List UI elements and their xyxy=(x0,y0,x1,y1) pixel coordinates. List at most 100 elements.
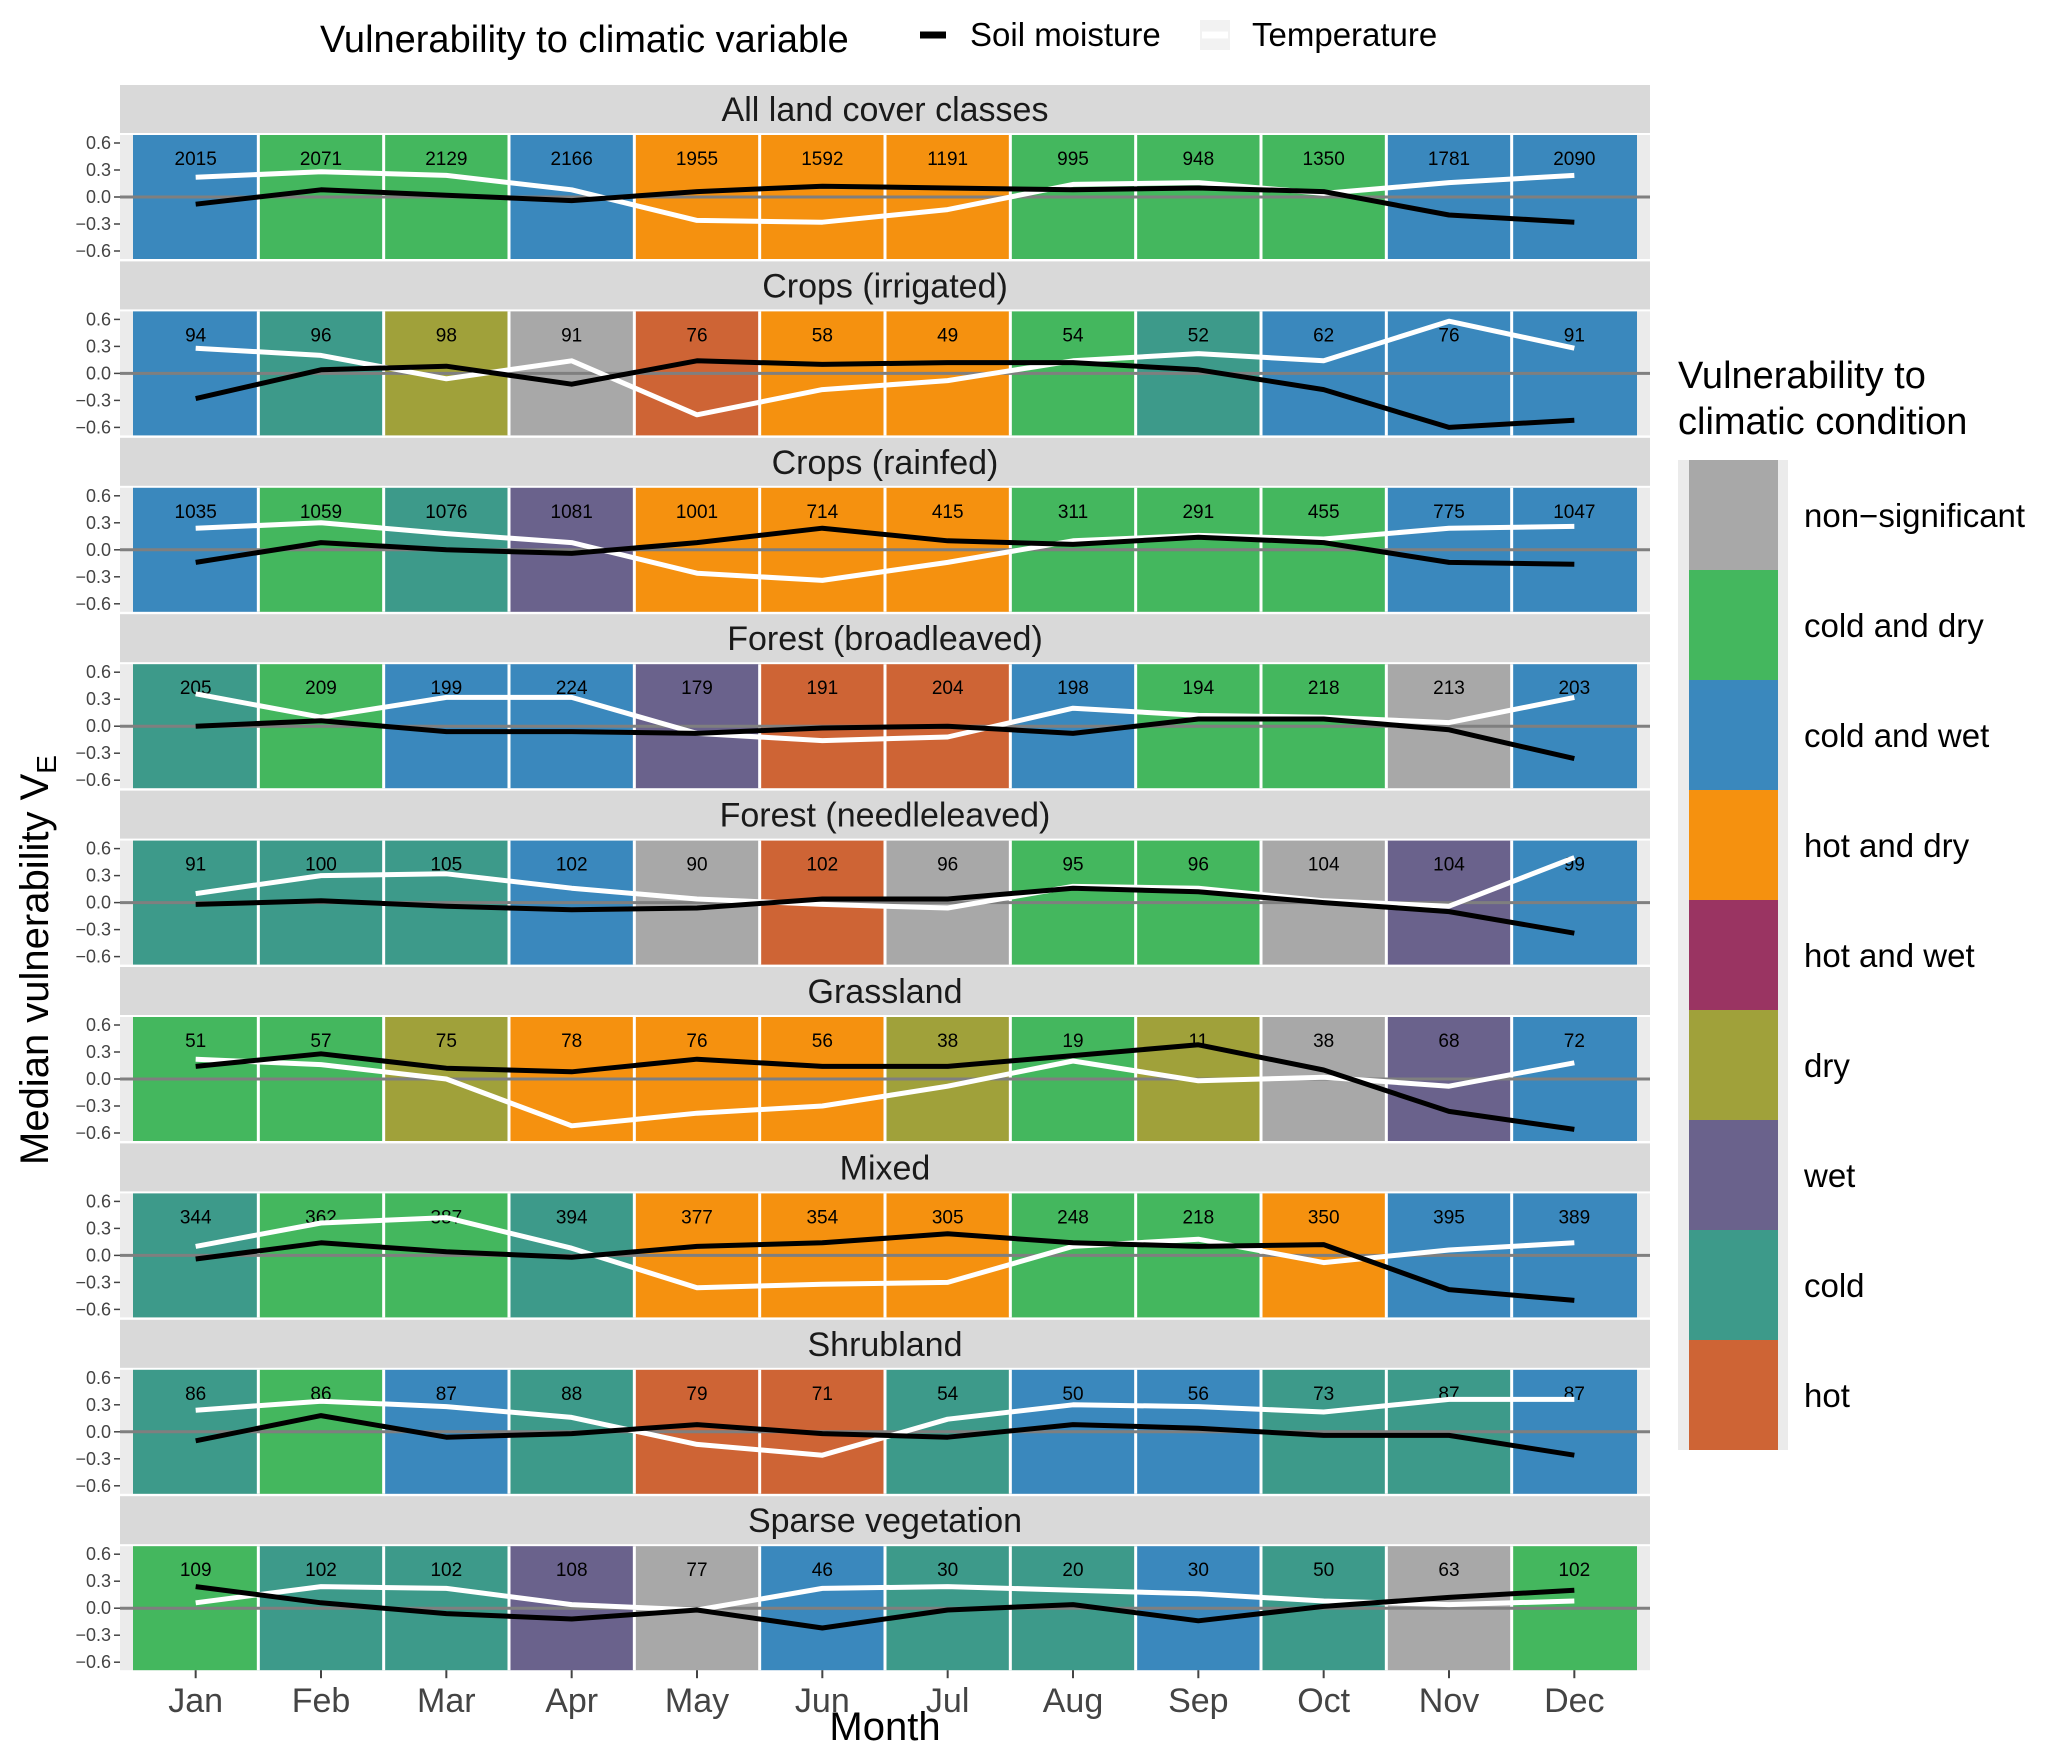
facet-title: Mixed xyxy=(840,1149,931,1187)
count-label: 948 xyxy=(1182,149,1214,170)
count-label: 57 xyxy=(310,1031,331,1052)
soil-moisture-line xyxy=(195,525,1575,567)
count-label: 198 xyxy=(1057,678,1089,699)
count-label: 91 xyxy=(1564,325,1585,346)
y-tick-label: −0.6 xyxy=(75,1652,111,1672)
y-tick-label: 0.6 xyxy=(86,1015,111,1035)
facet-title: Forest (needleleaved) xyxy=(720,797,1051,835)
x-tick-label: Jun xyxy=(795,1682,850,1720)
soil-moisture-line xyxy=(195,885,1575,936)
count-label: 102 xyxy=(430,1560,462,1581)
facet-title: Grassland xyxy=(808,973,963,1011)
facet-strip xyxy=(120,85,1650,133)
count-label: 1076 xyxy=(425,502,467,523)
count-label: 96 xyxy=(937,855,958,876)
legend-item-label: non−significant xyxy=(1804,497,2025,534)
count-label: 63 xyxy=(1438,1560,1459,1581)
x-tick-label: May xyxy=(665,1682,729,1720)
count-label: 2129 xyxy=(425,149,467,170)
count-label: 91 xyxy=(185,855,206,876)
count-label: 194 xyxy=(1182,678,1214,699)
legend-item-label: dry xyxy=(1804,1047,1850,1084)
count-label: 50 xyxy=(1062,1384,1083,1405)
legend-item-label: hot xyxy=(1804,1377,1850,1414)
count-label: 213 xyxy=(1433,678,1465,699)
count-label: 78 xyxy=(561,1031,582,1052)
count-label: 179 xyxy=(681,678,713,699)
count-label: 1035 xyxy=(175,502,217,523)
count-label: 415 xyxy=(932,502,964,523)
facet-panel: Sparse vegetation 0.6 0.3 0.0 −0.3 −0.6 109 102… xyxy=(75,1496,1650,1672)
count-label: 1047 xyxy=(1553,502,1595,523)
y-tick-label: 0.6 xyxy=(86,839,111,859)
legend-swatch xyxy=(1689,1230,1778,1340)
count-label: 77 xyxy=(686,1560,707,1581)
x-tick-label: Apr xyxy=(545,1682,598,1720)
y-tick-label: −0.6 xyxy=(75,241,111,261)
count-label: 209 xyxy=(305,678,337,699)
count-label: 68 xyxy=(1438,1031,1459,1052)
y-tick-label: 0.0 xyxy=(86,716,111,736)
count-label: 218 xyxy=(1182,1207,1214,1228)
y-tick-label: −0.3 xyxy=(75,1272,111,1292)
y-tick-label: −0.6 xyxy=(75,594,111,614)
count-label: 73 xyxy=(1313,1384,1334,1405)
count-label: 105 xyxy=(430,855,462,876)
count-label: 95 xyxy=(1062,855,1083,876)
y-tick-label: 0.0 xyxy=(86,1245,111,1265)
count-label: 714 xyxy=(806,502,838,523)
count-label: 389 xyxy=(1558,1207,1590,1228)
legend-item-label: wet xyxy=(1803,1157,1855,1194)
count-label: 86 xyxy=(185,1384,206,1405)
count-label: 100 xyxy=(305,855,337,876)
x-tick-label: Nov xyxy=(1419,1682,1479,1720)
legend-item-label: hot and dry xyxy=(1804,827,1970,864)
temperature-line xyxy=(195,1584,1575,1613)
count-label: 775 xyxy=(1433,502,1465,523)
y-tick-label: 0.0 xyxy=(86,540,111,560)
legend-swatch xyxy=(1689,1120,1778,1230)
count-label: 62 xyxy=(1313,325,1334,346)
x-tick-label: Jan xyxy=(168,1682,223,1720)
y-tick-label: 0.3 xyxy=(86,1395,111,1415)
count-label: 96 xyxy=(1188,855,1209,876)
count-label: 1781 xyxy=(1428,149,1470,170)
soil-moisture-line xyxy=(195,1584,1575,1631)
count-label: 344 xyxy=(180,1207,212,1228)
count-label: 1592 xyxy=(801,149,843,170)
count-label: 52 xyxy=(1188,325,1209,346)
count-label: 109 xyxy=(180,1560,212,1581)
count-label: 11 xyxy=(1188,1031,1208,1052)
count-label: 76 xyxy=(686,325,707,346)
temperature-line xyxy=(195,520,1575,583)
soil-moisture-line xyxy=(195,1413,1575,1458)
y-tick-label: 0.6 xyxy=(86,309,111,329)
soil-moisture-line xyxy=(195,183,1575,225)
x-tick-label: Aug xyxy=(1043,1682,1104,1720)
count-label: 395 xyxy=(1433,1207,1465,1228)
count-label: 1001 xyxy=(676,502,718,523)
count-label: 104 xyxy=(1308,855,1340,876)
y-tick-label: −0.3 xyxy=(75,920,111,940)
x-tick-label: Feb xyxy=(292,1682,351,1720)
count-label: 58 xyxy=(812,325,833,346)
y-tick-label: −0.3 xyxy=(75,1625,111,1645)
count-label: 377 xyxy=(681,1207,713,1228)
facet-panel: All land cover classes 0.6 0.3 0.0 −0.3 −0.6 2… xyxy=(75,85,1650,261)
facet-strip xyxy=(120,967,1650,1015)
count-label: 305 xyxy=(932,1207,964,1228)
count-label: 56 xyxy=(1188,1384,1209,1405)
y-axis-title-main: Median vulnerability V xyxy=(13,773,57,1165)
count-label: 19 xyxy=(1062,1031,1083,1052)
legend-swatch xyxy=(1689,1010,1778,1120)
count-label: 54 xyxy=(1062,325,1084,346)
y-tick-label: −0.6 xyxy=(75,417,111,437)
count-label: 1059 xyxy=(300,502,342,523)
soil-moisture-line xyxy=(195,1042,1575,1132)
y-tick-label: 0.0 xyxy=(86,1598,111,1618)
facet-title: Shrubland xyxy=(807,1326,962,1364)
y-axis-title: Median vulnerability VE xyxy=(13,755,62,1165)
count-label: 394 xyxy=(556,1207,588,1228)
count-label: 38 xyxy=(1313,1031,1334,1052)
